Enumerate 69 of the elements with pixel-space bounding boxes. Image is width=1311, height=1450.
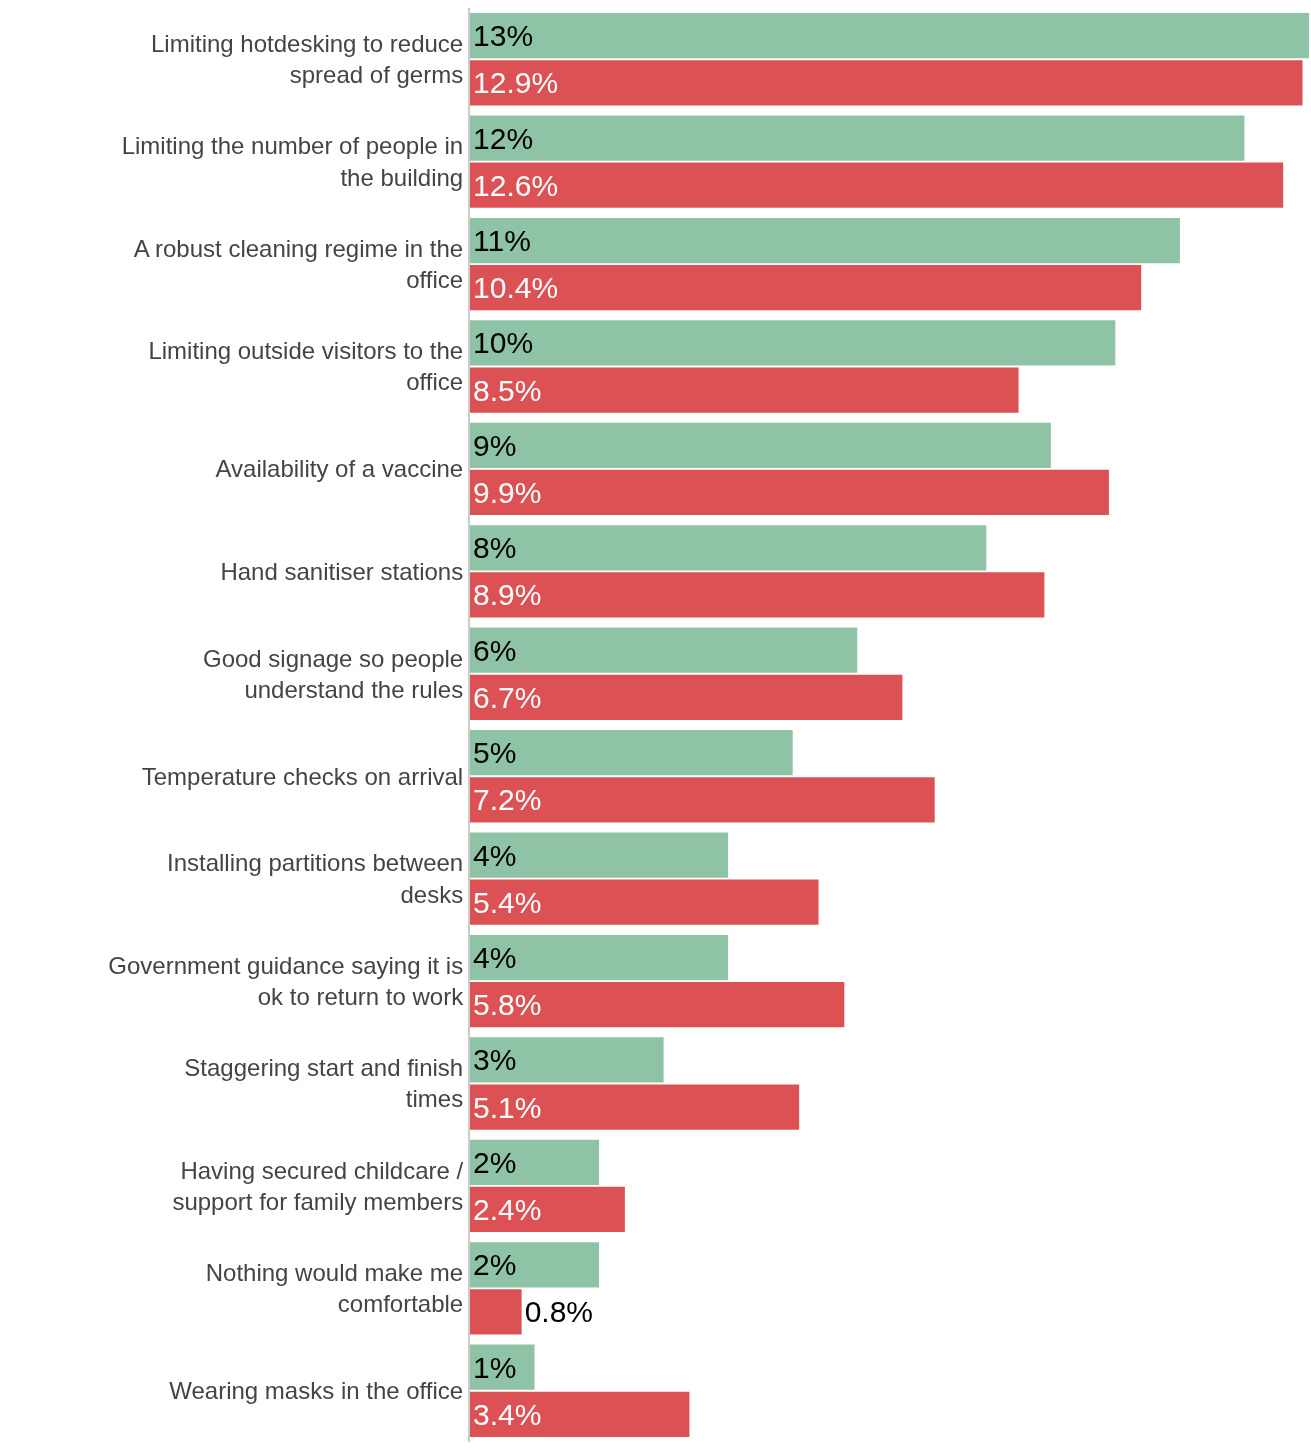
bar	[470, 1391, 690, 1437]
bar	[470, 832, 729, 878]
bar	[470, 525, 987, 571]
data-label: 5.4%	[473, 885, 542, 919]
data-label: 10%	[473, 326, 534, 360]
bar	[470, 217, 1180, 264]
data-label: 10.4%	[473, 271, 559, 305]
y-tick-label: Good signage so people understand the rules	[203, 644, 464, 703]
bar	[470, 1242, 600, 1288]
data-label: 3.4%	[473, 1397, 542, 1431]
data-label: 4%	[473, 941, 517, 975]
bar	[470, 1139, 600, 1185]
data-label: 5.1%	[473, 1090, 542, 1124]
bar	[470, 934, 729, 981]
bar	[470, 469, 1109, 516]
data-label: 11%	[473, 224, 531, 258]
bar	[470, 115, 1245, 161]
data-label: 3%	[473, 1043, 517, 1077]
bar	[470, 730, 793, 776]
y-tick-label: Temperature checks on arrival	[141, 762, 464, 790]
data-label: 5%	[473, 736, 517, 770]
data-label: 12.9%	[473, 66, 559, 100]
data-label: 8.9%	[473, 578, 542, 612]
data-label: 9.9%	[473, 475, 542, 509]
bar	[470, 1084, 800, 1130]
y-tick-label: Limiting hotdesking to reduce spread of germs	[151, 30, 464, 89]
data-label: 0.8%	[524, 1295, 594, 1329]
data-label: 6%	[473, 633, 517, 667]
bar	[470, 1289, 522, 1335]
bar	[470, 422, 1051, 468]
y-tick-label: Availability of a vaccine	[215, 455, 464, 483]
bar	[470, 1037, 664, 1083]
y-tick-label: Installing partitions between desks	[167, 849, 464, 908]
y-tick-label: Staggering start and finish times	[184, 1054, 464, 1113]
data-label: 7.2%	[473, 783, 542, 817]
data-label: 2%	[473, 1248, 517, 1282]
y-tick-label: Government guidance saying it is ok to return to work	[108, 951, 465, 1011]
bar	[470, 879, 819, 925]
data-label: 2.4%	[473, 1192, 542, 1226]
bar	[470, 13, 1309, 59]
data-label: 2%	[473, 1145, 517, 1179]
y-tick-label: Limiting outside visitors to the office	[148, 337, 464, 396]
y-tick-label: Having secured childcare / support for family members	[172, 1156, 464, 1215]
data-label: 1%	[473, 1350, 517, 1384]
y-tick-label: Wearing masks in the office	[169, 1377, 464, 1405]
data-label: 8.5%	[473, 373, 542, 407]
y-tick-label: Limiting the number of people in the building	[121, 132, 464, 191]
bar	[470, 777, 935, 823]
data-label: 5.8%	[473, 988, 542, 1022]
bar	[470, 320, 1116, 366]
data-label: 9%	[473, 428, 517, 462]
y-tick-label: Hand sanitiser stations	[220, 557, 464, 585]
bar	[470, 1186, 625, 1233]
y-tick-label: A robust cleaning regime in the office	[133, 234, 464, 294]
bar	[470, 367, 1019, 413]
data-label: 13%	[473, 19, 534, 53]
bar	[470, 60, 1303, 106]
bar	[470, 162, 1284, 208]
data-label: 12%	[473, 121, 534, 155]
bar	[470, 674, 903, 720]
data-label: 4%	[473, 838, 517, 872]
y-tick-label: Nothing would make me comfortable	[205, 1259, 464, 1318]
bar	[470, 982, 845, 1028]
data-label: 6.7%	[473, 680, 542, 714]
data-label: 12.6%	[473, 168, 559, 202]
bar	[470, 627, 858, 673]
data-label: 8%	[473, 531, 517, 565]
bar	[470, 265, 1142, 311]
bar	[470, 572, 1045, 618]
